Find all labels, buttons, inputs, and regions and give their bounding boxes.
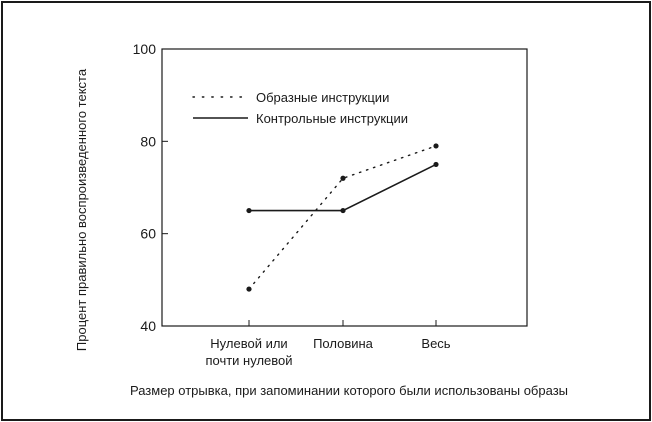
series-1-point-2: [433, 161, 439, 168]
x-tick-label-0-1: почти нулевой: [205, 353, 292, 368]
series-0-point-1: [340, 175, 346, 181]
x-axis-ticks: Нулевой или почти нулевой Половина Весь: [205, 320, 451, 368]
series-line-0: [248, 145, 437, 290]
y-tick-label-60: 60: [140, 226, 156, 242]
legend: Образные инструкции Контрольные инструкци…: [192, 90, 408, 126]
series-line-1: [249, 163, 437, 212]
x-tick-label-2-0: Весь: [421, 336, 450, 351]
y-tick-label-40: 40: [140, 318, 156, 334]
y-axis-ticks: 40 60 80 100: [133, 41, 168, 334]
plot-area: [161, 48, 528, 327]
legend-label-1: Контрольные инструкции: [256, 111, 408, 126]
series-1-point-0: [246, 207, 252, 214]
x-tick-label-1-0: Половина: [313, 336, 374, 351]
x-axis-label: Размер отрывка, при запоминании которого…: [130, 383, 568, 398]
y-axis-label: Процент правильно воспроизведенного текс…: [74, 68, 89, 351]
series-1-point-1: [340, 207, 346, 214]
y-tick-label-100: 100: [133, 41, 157, 57]
x-tick-label-0-0: Нулевой или: [210, 336, 287, 351]
legend-label-0: Образные инструкции: [256, 90, 389, 105]
y-tick-label-80: 80: [140, 133, 156, 149]
series-0-point-2: [433, 143, 439, 149]
series-0-point-0: [246, 286, 252, 292]
series-layer: [246, 143, 439, 292]
